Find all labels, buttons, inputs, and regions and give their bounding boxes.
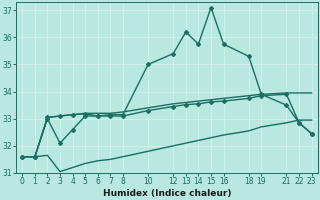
X-axis label: Humidex (Indice chaleur): Humidex (Indice chaleur) xyxy=(103,189,231,198)
